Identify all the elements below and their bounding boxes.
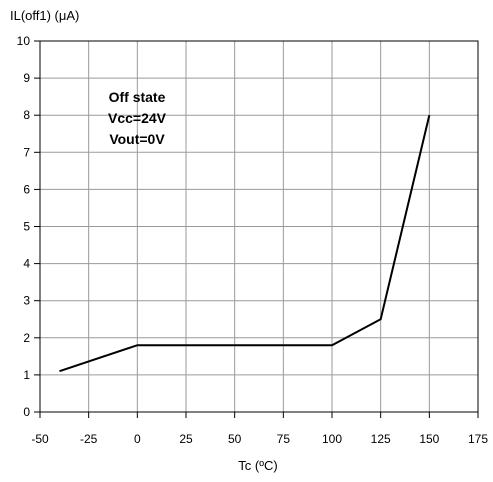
x-tick-label: 125	[371, 432, 391, 446]
x-tick-label: 175	[468, 432, 488, 446]
x-tick-label: 150	[419, 432, 439, 446]
x-tick-label: 75	[277, 432, 291, 446]
series-layer	[59, 114, 431, 373]
x-tick-label: 25	[179, 432, 193, 446]
x-tick-label: 100	[322, 432, 342, 446]
y-tick-label: 6	[23, 182, 30, 196]
annotation-vcc: Vcc=24V	[108, 110, 167, 126]
y-tick-label: 1	[23, 368, 30, 382]
x-ticks: -50 -25 0 25 50 75 100 125 150 175	[31, 412, 488, 446]
y-tick-label: 4	[23, 257, 30, 271]
series-line-0	[59, 114, 431, 373]
annotation-vout: Vout=0V	[109, 131, 165, 147]
y-tick-label: 2	[23, 331, 30, 345]
y-tick-label: 10	[17, 34, 31, 48]
y-tick-label: 7	[23, 145, 30, 159]
x-tick-label: 50	[228, 432, 242, 446]
y-tick-label: 9	[23, 71, 30, 85]
annotation-off-state: Off state	[109, 89, 166, 105]
x-tick-label: 0	[134, 432, 141, 446]
y-tick-label: 3	[23, 294, 30, 308]
x-tick-label: -50	[31, 432, 49, 446]
y-ticks: 0 1 2 3 4 5 6 7 8 9 10	[17, 34, 40, 419]
y-tick-label: 0	[23, 405, 30, 419]
y-tick-label: 8	[23, 108, 30, 122]
x-tick-label: -25	[80, 432, 98, 446]
y-axis-title: IL(off1) (μA)	[10, 8, 79, 23]
x-axis-title: Tc (ºC)	[238, 458, 277, 473]
y-tick-label: 5	[23, 220, 30, 234]
